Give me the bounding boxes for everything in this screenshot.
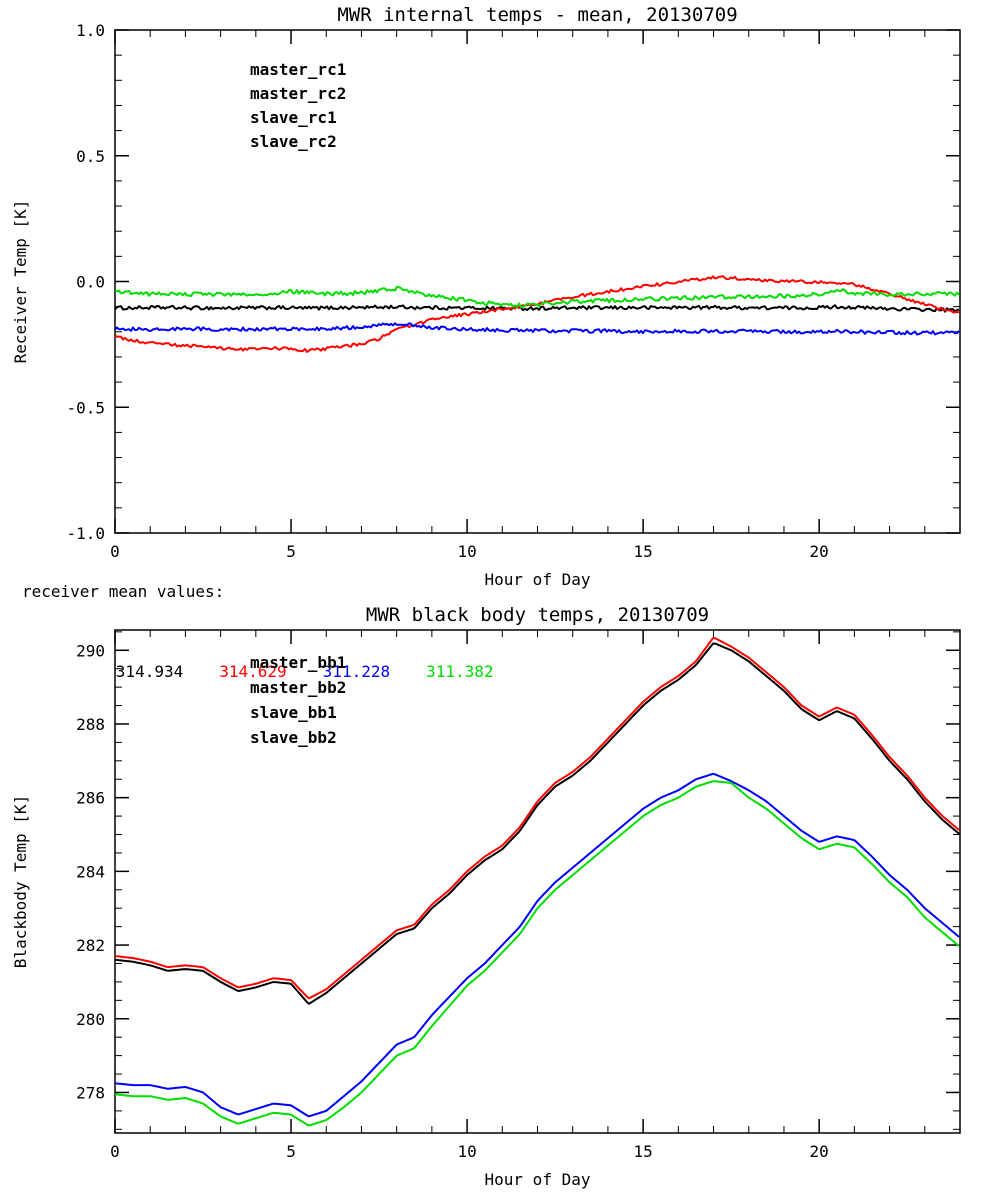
svg-text:MWR internal temps - mean, 201: MWR internal temps - mean, 20130709 — [337, 4, 737, 26]
svg-text:10: 10 — [457, 1142, 476, 1161]
svg-text:slave_bb1: slave_bb1 — [250, 703, 337, 722]
svg-text:Hour of Day: Hour of Day — [485, 1170, 591, 1189]
svg-text:-0.5: -0.5 — [66, 398, 105, 417]
svg-text:20: 20 — [810, 542, 829, 561]
svg-text:15: 15 — [633, 542, 652, 561]
svg-text:MWR black body temps, 20130709: MWR black body temps, 20130709 — [366, 604, 709, 626]
svg-text:0: 0 — [110, 542, 120, 561]
svg-text:290: 290 — [76, 641, 105, 660]
svg-text:Blackbody Temp [K]: Blackbody Temp [K] — [11, 795, 30, 968]
receiver-mean-values: receiver mean values: 314.934 314.629 311.… — [22, 546, 530, 737]
mean-value-master-rc2: 314.629 — [219, 662, 287, 682]
mean-value-master-rc1: 314.934 — [115, 662, 184, 682]
svg-text:10: 10 — [457, 542, 476, 561]
svg-text:5: 5 — [286, 1142, 296, 1161]
svg-text:-1.0: -1.0 — [66, 524, 105, 543]
svg-text:master_rc1: master_rc1 — [250, 60, 346, 79]
svg-text:284: 284 — [76, 862, 105, 881]
receiver-mean-values-label: receiver mean values: — [22, 581, 225, 601]
svg-text:286: 286 — [76, 789, 105, 808]
svg-text:280: 280 — [76, 1010, 105, 1029]
svg-text:master_rc2: master_rc2 — [250, 84, 346, 103]
svg-text:288: 288 — [76, 715, 105, 734]
svg-text:278: 278 — [76, 1083, 105, 1102]
svg-text:master_bb1: master_bb1 — [250, 653, 346, 672]
svg-text:0.5: 0.5 — [76, 147, 105, 166]
svg-text:Receiver Temp [K]: Receiver Temp [K] — [11, 200, 30, 364]
mean-value-slave-rc1: 311.228 — [322, 662, 391, 682]
svg-text:master_bb2: master_bb2 — [250, 678, 346, 697]
receiver-temp-chart: 0 5 10 15 20 -1.0 -0.5 0.0 0.5 1.0 MWR internal te… — [11, 4, 961, 589]
svg-text:0.0: 0.0 — [76, 273, 105, 292]
receiver-mean-values-row: 314.934 314.629 311.228 311.382 — [22, 645, 530, 700]
svg-text:slave_rc1: slave_rc1 — [250, 108, 337, 127]
svg-text:282: 282 — [76, 936, 105, 955]
svg-text:15: 15 — [633, 1142, 652, 1161]
mean-value-slave-rc2: 311.382 — [426, 662, 494, 682]
svg-text:5: 5 — [286, 542, 296, 561]
svg-text:0: 0 — [110, 1142, 120, 1161]
svg-text:1.0: 1.0 — [76, 21, 105, 40]
svg-text:slave_rc2: slave_rc2 — [250, 132, 337, 151]
svg-text:Hour of Day: Hour of Day — [485, 570, 591, 589]
blackbody-temp-chart: 0 5 10 15 20 278 280 282 284 286 288 290 MWR black b… — [11, 604, 961, 1189]
svg-text:20: 20 — [810, 1142, 829, 1161]
svg-text:slave_bb2: slave_bb2 — [250, 728, 337, 747]
